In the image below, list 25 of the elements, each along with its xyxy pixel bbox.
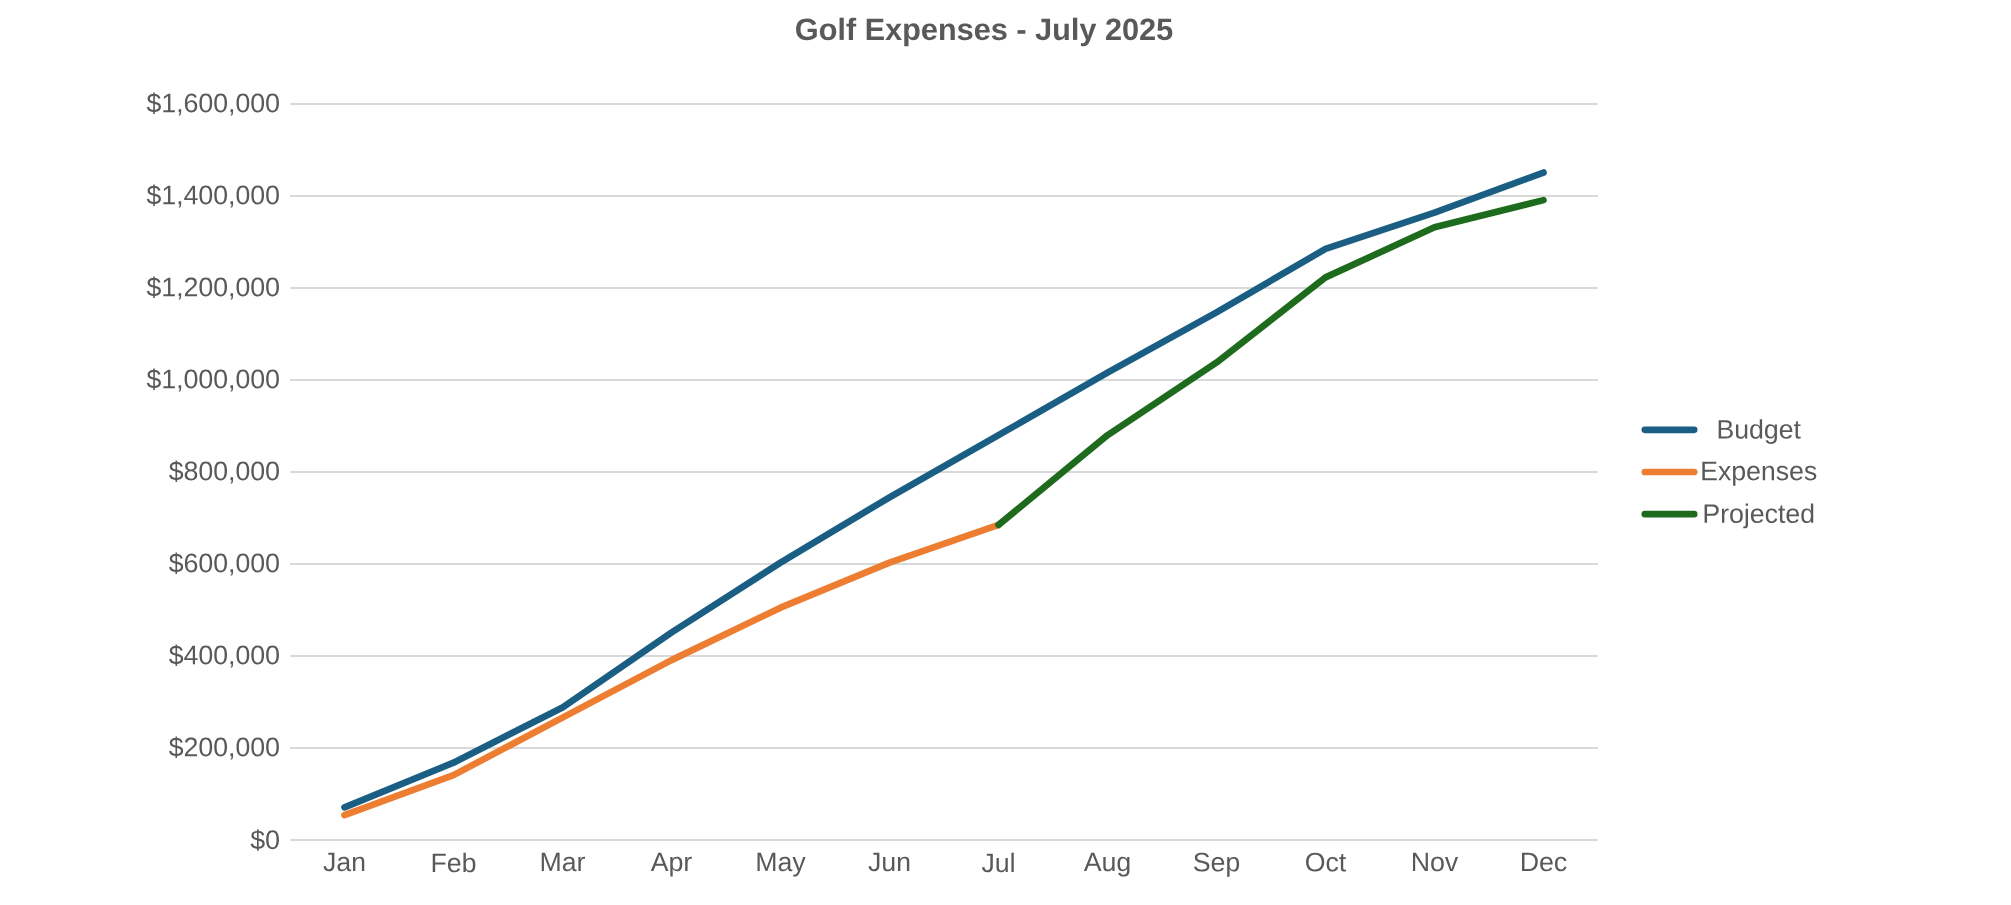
y-tick-label: $200,000 [169, 736, 279, 760]
x-tick-label: Mar [541, 852, 586, 872]
y-tick-label: $600,000 [169, 552, 279, 576]
y-tick-label: $1,200,000 [146, 276, 279, 300]
y-tick-label: $800,000 [169, 460, 279, 484]
x-tick-label: Jun [868, 852, 910, 872]
x-tick-label: Feb [432, 852, 476, 873]
legend-label: Budget [1718, 419, 1801, 445]
y-tick-label: $400,000 [169, 644, 279, 668]
x-tick-label: May [757, 852, 806, 877]
x-tick-label: Sep [1194, 852, 1240, 877]
x-tick-label: Oct [1306, 852, 1347, 872]
legend-label: Projected [1704, 503, 1814, 529]
x-tick-label: Jan [323, 852, 365, 872]
y-tick-label: $0 [250, 829, 279, 851]
y-tick-label: $1,000,000 [146, 368, 279, 392]
chart-title: Golf Expenses - July 2025 [796, 17, 1173, 47]
x-tick-label: Aug [1083, 852, 1130, 877]
x-tick-label: Jul [981, 852, 1014, 873]
x-tick-label: Dec [1521, 852, 1567, 872]
x-tick-label: Nov [1412, 852, 1459, 872]
x-tick-label: Apr [650, 852, 692, 877]
legend-label: Expenses [1702, 461, 1817, 486]
y-tick-label: $1,400,000 [146, 184, 279, 208]
y-tick-label: $1,600,000 [146, 92, 279, 116]
